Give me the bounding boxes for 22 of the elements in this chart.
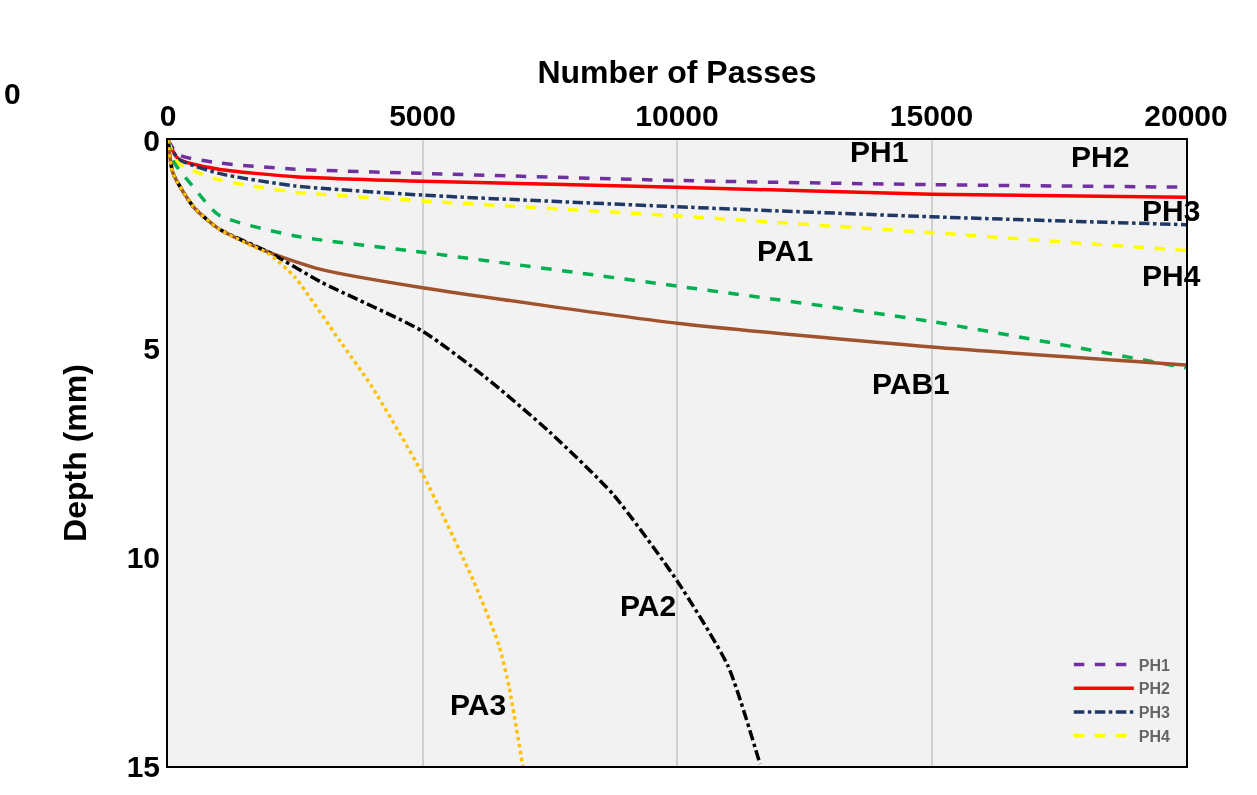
y-tick-label: 5 bbox=[143, 332, 160, 366]
x-tick-label: 20000 bbox=[1144, 99, 1228, 132]
legend-label: PH1 bbox=[1138, 656, 1171, 674]
annotation: PA1 bbox=[757, 234, 814, 267]
y-tick-label: 0 bbox=[143, 123, 160, 157]
x-axis-title: Number of Passes bbox=[537, 53, 817, 90]
x-tick-label: 5000 bbox=[389, 99, 456, 132]
annotation: PH2 bbox=[1071, 140, 1130, 173]
annotation: PH1 bbox=[850, 135, 909, 168]
y-tick-label: 15 bbox=[126, 749, 160, 783]
y-tick-label: 10 bbox=[126, 540, 160, 574]
annotation: PA2 bbox=[620, 589, 677, 622]
annotation: PAB1 bbox=[872, 367, 950, 400]
legend-label: PH3 bbox=[1138, 704, 1171, 722]
legend-label: PH4 bbox=[1138, 728, 1171, 746]
x-tick-label: 15000 bbox=[889, 99, 974, 132]
line-series bbox=[168, 140, 525, 766]
x-tick-label: 10000 bbox=[635, 99, 719, 132]
annotation: PA3 bbox=[450, 688, 507, 721]
text: 0 bbox=[4, 77, 21, 110]
y-axis-title: Depth (mm) bbox=[57, 364, 94, 542]
legend-label: PH2 bbox=[1138, 680, 1171, 698]
